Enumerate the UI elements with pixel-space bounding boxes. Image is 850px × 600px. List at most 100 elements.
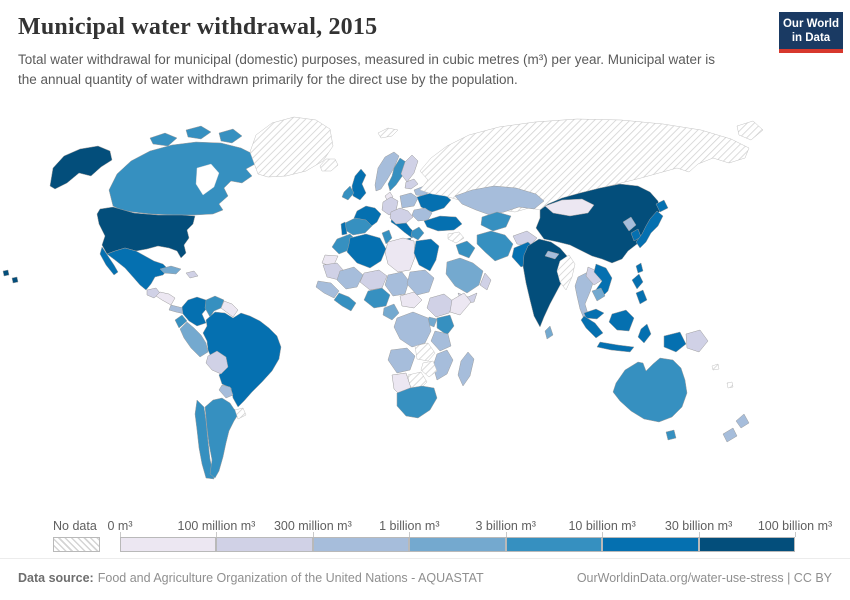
legend-bin-5[interactable] <box>602 537 699 552</box>
country-somalia[interactable] <box>449 292 472 316</box>
country-nigeria[interactable] <box>363 287 391 309</box>
country-indonesia[interactable] <box>580 309 687 353</box>
country-argentina[interactable] <box>204 397 240 479</box>
country-iran[interactable] <box>476 230 514 262</box>
country-finland[interactable] <box>400 154 419 183</box>
country-new-zealand[interactable] <box>722 413 750 443</box>
country-sweden[interactable] <box>387 157 407 192</box>
country-kazakhstan[interactable] <box>454 185 545 216</box>
legend-bin-4[interactable] <box>505 537 603 552</box>
country-senegal-guinea[interactable] <box>315 280 340 299</box>
country-united-states-alaska[interactable] <box>49 145 113 190</box>
country-greece[interactable] <box>410 226 425 241</box>
country-bolivia[interactable] <box>205 350 229 375</box>
country-honduras-nicaragua[interactable] <box>155 291 176 306</box>
country-australia[interactable] <box>612 357 688 441</box>
legend-tick-label-0: 0 m³ <box>107 519 133 533</box>
country-brazil[interactable] <box>202 311 282 408</box>
country-mozambique[interactable] <box>432 349 454 381</box>
country-baltic-states[interactable] <box>404 178 419 190</box>
country-drc[interactable] <box>393 311 432 348</box>
country-ireland[interactable] <box>341 185 355 201</box>
country-central-europe[interactable] <box>389 207 414 225</box>
legend-tick-label-1: 100 million m³ <box>177 519 256 533</box>
country-tanzania[interactable] <box>430 330 452 352</box>
country-libya[interactable] <box>384 237 416 273</box>
country-canada-arctic-1[interactable] <box>149 132 178 147</box>
country-mexico[interactable] <box>99 246 169 291</box>
legend-tick-mark-6 <box>698 532 700 537</box>
country-cuba[interactable] <box>159 265 182 275</box>
legend-bin-2[interactable] <box>312 537 410 552</box>
country-mongolia[interactable] <box>544 198 595 217</box>
country-ecuador[interactable] <box>174 314 188 329</box>
country-hispaniola[interactable] <box>185 270 199 279</box>
country-ethiopia[interactable] <box>426 293 455 318</box>
country-saudi-arabia[interactable] <box>445 257 484 294</box>
owid-logo[interactable]: Our World in Data <box>779 12 843 53</box>
country-mali[interactable] <box>336 266 364 290</box>
country-uzbekistan-turkmenistan[interactable] <box>480 211 512 232</box>
country-angola[interactable] <box>387 347 416 374</box>
country-madagascar[interactable] <box>457 351 475 387</box>
country-cameroon[interactable] <box>382 303 400 321</box>
country-turkey[interactable] <box>423 215 463 232</box>
legend-bin-3[interactable] <box>409 537 506 552</box>
country-afghanistan[interactable] <box>512 230 538 247</box>
country-united-states-hawaii[interactable] <box>2 269 19 284</box>
country-colombia[interactable] <box>181 296 209 327</box>
country-chile[interactable] <box>194 399 215 480</box>
legend-bin-6[interactable] <box>698 537 795 552</box>
legend-tick-label-7: 100 billion m³ <box>757 519 833 533</box>
legend-tick-label-5: 10 billion m³ <box>568 519 636 533</box>
country-peru[interactable] <box>179 321 209 358</box>
country-pacific-islands[interactable] <box>711 363 734 389</box>
country-united-kingdom[interactable] <box>351 168 367 201</box>
country-north-korea[interactable] <box>622 216 637 232</box>
country-algeria[interactable] <box>346 233 387 269</box>
legend-tick-mark-2 <box>312 532 314 537</box>
country-india[interactable] <box>522 238 572 328</box>
country-central-african-republic[interactable] <box>399 291 423 309</box>
country-japan[interactable] <box>635 199 669 249</box>
country-paraguay[interactable] <box>218 384 234 399</box>
country-canada-arctic-2[interactable] <box>185 125 212 140</box>
country-greenland[interactable] <box>249 116 334 178</box>
owid-url-link[interactable]: OurWorldinData.org/water-use-stress <box>576 571 784 585</box>
country-chad[interactable] <box>384 271 410 297</box>
country-south-africa[interactable] <box>396 385 438 419</box>
country-guyana-suriname[interactable] <box>220 300 239 318</box>
country-venezuela[interactable] <box>204 295 225 318</box>
legend-bin-0[interactable] <box>120 537 217 552</box>
country-cambodia[interactable] <box>591 287 606 302</box>
country-svalbard[interactable] <box>377 127 399 139</box>
country-syria[interactable] <box>447 231 465 244</box>
country-zimbabwe[interactable] <box>420 360 438 378</box>
country-portugal[interactable] <box>340 221 348 236</box>
country-poland[interactable] <box>399 192 419 209</box>
country-tunisia[interactable] <box>381 229 393 245</box>
country-niger[interactable] <box>359 269 388 291</box>
legend-no-data-swatch[interactable] <box>53 537 100 552</box>
country-iraq[interactable] <box>455 240 476 259</box>
country-nepal[interactable] <box>544 250 560 260</box>
country-iceland[interactable] <box>319 158 339 172</box>
country-norway[interactable] <box>374 151 400 192</box>
country-ghana-ivory[interactable] <box>333 292 357 312</box>
country-canada-arctic-3[interactable] <box>218 128 243 144</box>
legend-bin-1[interactable] <box>216 537 313 552</box>
country-taiwan[interactable] <box>635 262 644 274</box>
country-sri-lanka[interactable] <box>544 325 554 340</box>
country-egypt[interactable] <box>413 238 440 272</box>
country-philippines[interactable] <box>631 273 648 305</box>
legend-tick-label-3: 1 billion m³ <box>379 519 440 533</box>
country-myanmar[interactable] <box>556 254 576 291</box>
country-uruguay[interactable] <box>234 407 247 420</box>
country-zambia[interactable] <box>414 342 436 362</box>
country-kenya[interactable] <box>436 314 455 336</box>
country-united-states[interactable] <box>96 206 196 259</box>
country-oman[interactable] <box>479 272 492 291</box>
country-canada[interactable] <box>108 141 258 216</box>
country-papua-new-guinea[interactable] <box>685 329 709 353</box>
country-sudan[interactable] <box>406 269 435 296</box>
